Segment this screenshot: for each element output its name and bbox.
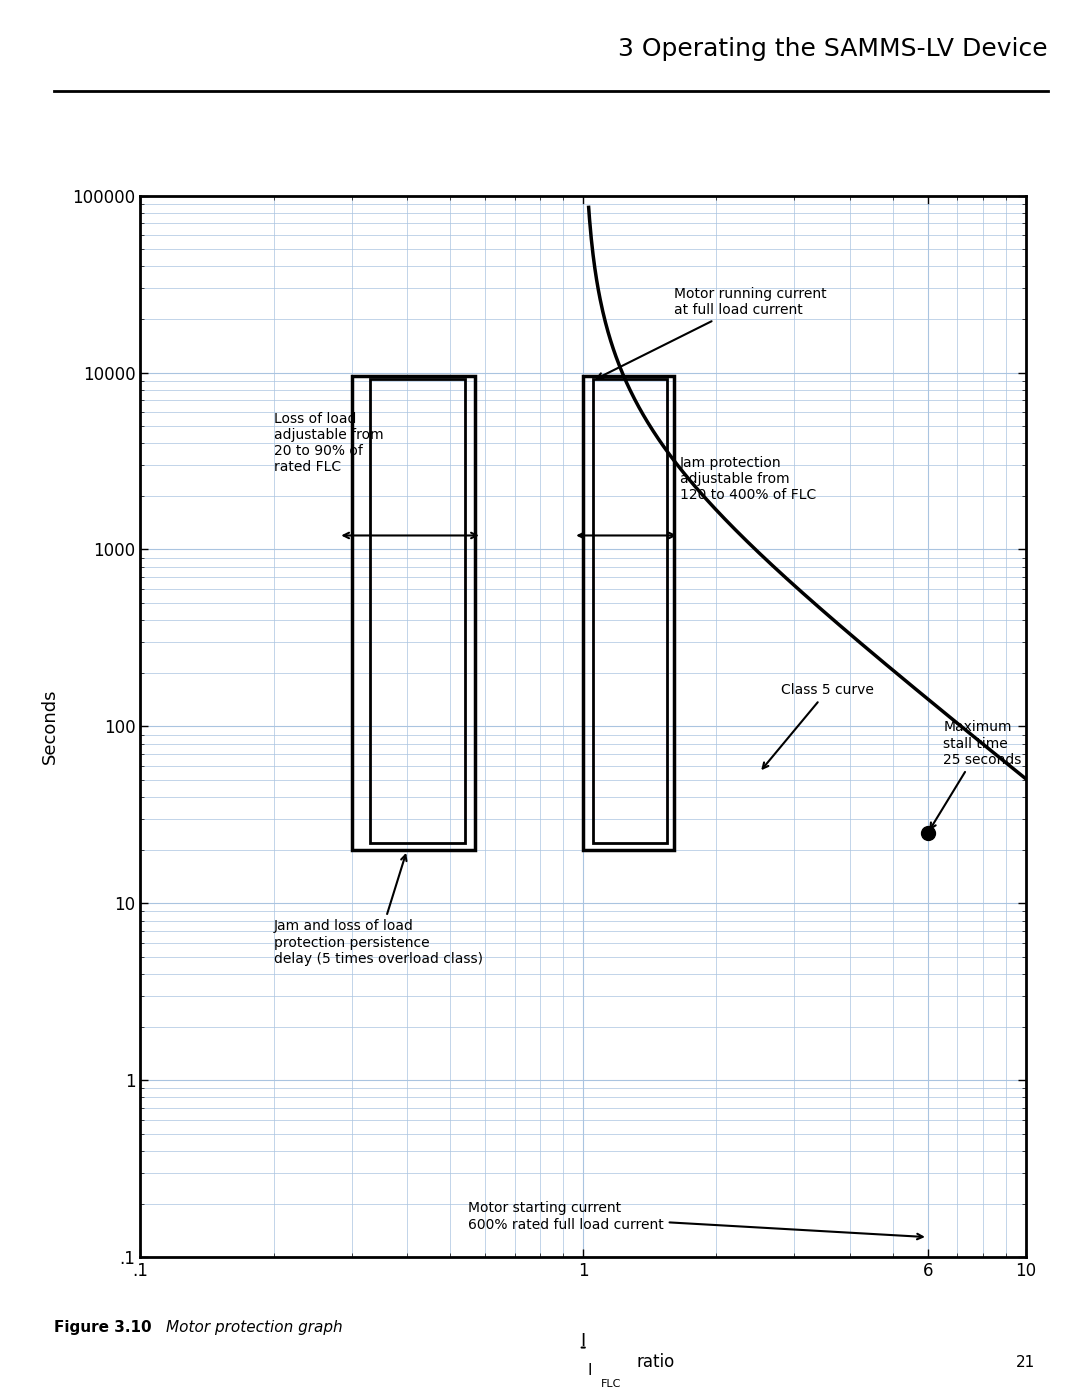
Text: Loss of load
adjustable from
20 to 90% of
rated FLC: Loss of load adjustable from 20 to 90% o…: [273, 412, 383, 474]
Text: Maximum
stall time
25 seconds: Maximum stall time 25 seconds: [931, 721, 1022, 828]
Text: Figure 3.10: Figure 3.10: [54, 1320, 162, 1334]
Y-axis label: Seconds: Seconds: [41, 689, 58, 764]
Text: FLC: FLC: [600, 1379, 621, 1390]
Text: ratio: ratio: [636, 1352, 675, 1370]
Text: Motor protection graph: Motor protection graph: [166, 1320, 342, 1334]
Text: Jam protection
adjustable from
120 to 400% of FLC: Jam protection adjustable from 120 to 40…: [679, 455, 815, 503]
Text: 3 Operating the SAMMS-LV Device: 3 Operating the SAMMS-LV Device: [618, 36, 1048, 61]
Text: I: I: [581, 1331, 585, 1350]
Text: Jam and loss of load
protection persistence
delay (5 times overload class): Jam and loss of load protection persiste…: [273, 855, 483, 965]
Text: Motor starting current
600% rated full load current: Motor starting current 600% rated full l…: [469, 1201, 922, 1239]
Text: Motor running current
at full load current: Motor running current at full load curre…: [597, 286, 826, 379]
Text: 21: 21: [1015, 1355, 1035, 1369]
Text: Class 5 curve: Class 5 curve: [762, 683, 874, 768]
Text: I: I: [588, 1363, 592, 1379]
